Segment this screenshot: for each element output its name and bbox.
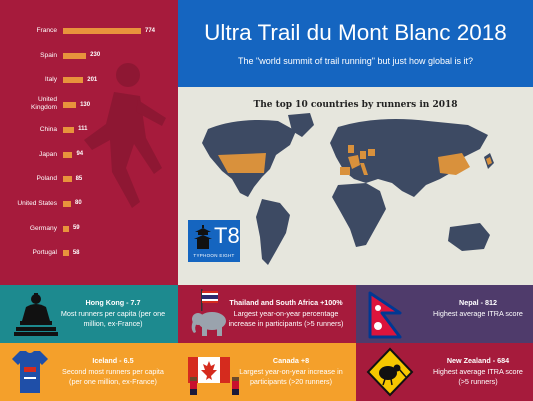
bar-value-germany: 59	[72, 225, 80, 232]
thailand-text: Thailand and South Africa +100% Largest …	[226, 298, 346, 330]
bar-label-spain: Spain	[40, 51, 57, 59]
south-america-shape	[256, 199, 290, 265]
uk-highlight	[348, 145, 354, 153]
logo-mark: T8	[214, 223, 240, 248]
thailand-title: Thailand and South Africa +100%	[229, 298, 343, 307]
panel-hong-kong: Hong Kong - 7.7 Most runners per capita …	[0, 285, 178, 343]
bar-united-states	[63, 200, 72, 207]
bar-label-poland: Poland	[36, 175, 57, 183]
hong-kong-text: Hong Kong - 7.7 Most runners per capita …	[58, 298, 168, 330]
page-title: Ultra Trail du Mont Blanc 2018	[204, 20, 507, 45]
canada-description: Largest year-on-year increase in partici…	[239, 366, 343, 387]
bar-label-italy: Italy	[44, 76, 57, 84]
kiwi-road-sign-icon	[366, 347, 414, 397]
canada-text: Canada +8 Largest year-on-year increase …	[236, 356, 346, 388]
iceland-jersey-icon	[12, 351, 48, 393]
italy-highlight	[360, 163, 368, 175]
world-map	[202, 113, 494, 265]
japan-highlight	[486, 157, 492, 165]
nepal-description: Highest average ITRA score	[433, 308, 523, 318]
bar-label-france: France	[36, 27, 57, 34]
bar-portugal	[63, 250, 69, 257]
runner-silhouette-icon	[84, 63, 166, 208]
bar-value-poland: 85	[75, 175, 83, 182]
greenland-shape	[288, 113, 314, 137]
bar-spain	[63, 52, 87, 59]
hong-kong-title: Hong Kong - 7.7	[85, 298, 141, 307]
bar-value-italy: 201	[87, 76, 98, 83]
new-zealand-description: Highest average ITRA score (>5 runners)	[433, 366, 523, 387]
bar-label-japan: Japan	[39, 150, 57, 158]
new-zealand-title: New Zealand - 684	[446, 356, 510, 365]
pagoda-icon	[194, 225, 212, 249]
france-highlight	[348, 155, 360, 169]
nepal-flag-icon	[368, 291, 402, 339]
world-map-panel: The top 10 countries by runners in 2018 …	[178, 87, 533, 285]
bar-value-united-kingdom: 130	[80, 101, 91, 108]
logo-text: TYPHOON EIGHT	[193, 253, 235, 258]
bar-value-japan: 94	[76, 151, 84, 157]
spain-highlight	[340, 167, 350, 175]
elephant-flag-icon	[191, 289, 226, 336]
thailand-description: Largest year-on-year percentage increase…	[228, 308, 344, 329]
bar-united-kingdom	[63, 102, 77, 109]
australia-shape	[448, 223, 490, 251]
bar-label-united-kingdom: United Kingdom	[30, 96, 57, 111]
header: Ultra Trail du Mont Blanc 2018 The "worl…	[178, 0, 533, 87]
iceland-description: Second most runners per capita (per one …	[62, 366, 164, 387]
bar-label-portugal: Portugal	[32, 249, 57, 257]
bar-value-portugal: 58	[72, 249, 80, 256]
panel-iceland: Iceland - 6.5 Second most runners per ca…	[0, 343, 178, 401]
new-zealand-text: New Zealand - 684 Highest average ITRA s…	[433, 356, 523, 388]
page-subtitle: The "world summit of trail running" but …	[238, 56, 473, 66]
bar-label-united-states: United States	[17, 199, 57, 207]
bar-label-germany: Germany	[29, 224, 57, 232]
bar-italy	[63, 77, 84, 84]
bar-chart-panel: France 774 Spain 230 Italy 201 United Kingdom 1…	[0, 0, 178, 285]
iceland-text: Iceland - 6.5 Second most runners per ca…	[58, 356, 168, 388]
bar-france	[63, 28, 141, 34]
bar-value-spain: 230	[90, 52, 101, 59]
africa-shape	[332, 183, 386, 247]
panel-thailand: Thailand and South Africa +100% Largest …	[178, 285, 356, 343]
bar-label-china: China	[39, 125, 57, 133]
bar-value-china: 111	[78, 126, 88, 133]
nepal-title: Nepal - 812	[459, 298, 497, 307]
hong-kong-description: Most runners per capita (per one million…	[60, 308, 166, 329]
china-highlight	[438, 153, 470, 175]
bar-poland	[63, 176, 72, 183]
us-highlight	[218, 153, 266, 173]
bar-value-france: 774	[145, 27, 156, 34]
poland-highlight	[368, 149, 375, 156]
typhoon-eight-logo: T8 TYPHOON EIGHT	[188, 220, 240, 262]
bar-value-united-states: 80	[75, 200, 82, 207]
eurasia-shape	[330, 119, 488, 197]
nepal-text: Nepal - 812 Highest average ITRA score	[433, 298, 523, 319]
canada-title: Canada +8	[272, 356, 310, 365]
germany-highlight	[360, 151, 366, 159]
buddha-statue-icon	[14, 293, 58, 336]
panel-nepal: Nepal - 812 Highest average ITRA score	[356, 285, 533, 343]
panel-canada: Canada +8 Largest year-on-year increase …	[178, 343, 356, 401]
map-title: The top 10 countries by runners in 2018	[253, 100, 458, 110]
bar-germany	[63, 225, 69, 232]
iceland-title: Iceland - 6.5	[92, 356, 134, 365]
panel-new-zealand: New Zealand - 684 Highest average ITRA s…	[356, 343, 533, 401]
canada-flag-mounties-icon	[188, 357, 239, 395]
bar-china	[63, 126, 75, 133]
bar-japan	[63, 151, 73, 158]
